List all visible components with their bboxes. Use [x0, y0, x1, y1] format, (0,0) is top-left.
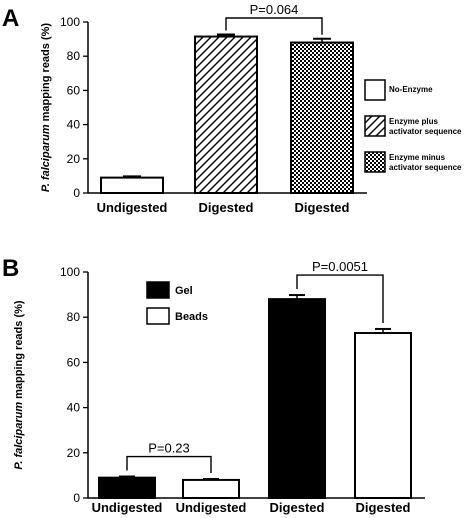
bar	[354, 332, 412, 499]
legend-swatch	[364, 79, 386, 101]
bar	[268, 298, 326, 499]
y-axis-label: P. falciparum mapping reads (%)	[13, 300, 25, 469]
bar	[100, 176, 164, 195]
category-label: Undigested	[97, 200, 168, 215]
panel-letter-a: A	[2, 5, 19, 32]
y-tick-label: 100	[60, 265, 80, 279]
legend-label: No-Enzyme	[389, 85, 433, 94]
legend-swatch	[146, 281, 170, 299]
y-tick-label: 0	[73, 491, 80, 505]
bar	[194, 35, 258, 194]
y-tick-label: 80	[67, 49, 81, 63]
y-tick-label: 40	[67, 118, 81, 132]
legend-swatch	[364, 115, 386, 137]
chart-panel-a: 0 20 40 60 80 100 P. falciparum mapping reads …	[40, 2, 462, 215]
significance-bracket	[225, 17, 323, 35]
category-label: Digested	[199, 200, 254, 215]
category-label: Digested	[295, 200, 350, 215]
legend-label: Enzyme plus activator sequence	[389, 117, 462, 136]
y-tick-label: 20	[67, 152, 81, 166]
y-tick-label: 80	[67, 310, 81, 324]
category-label: Undigested	[176, 500, 247, 515]
legend-label: Gel	[175, 285, 193, 297]
legend-swatch	[146, 307, 170, 325]
y-tick-label: 100	[60, 15, 80, 29]
bar	[182, 478, 240, 500]
panel-letter-b: B	[2, 255, 19, 282]
p-value-label: P=0.23	[148, 441, 190, 456]
chart-panel-b: 0 20 40 60 80 100 P. falciparum mapping reads …	[13, 259, 425, 515]
y-tick-label: 60	[67, 83, 81, 97]
y-tick-label: 20	[67, 446, 81, 460]
significance-bracket	[296, 274, 384, 323]
category-label: Digested	[356, 500, 411, 515]
legend-label: Beads	[175, 311, 208, 323]
y-tick-label: 40	[67, 401, 81, 415]
y-tick-label: 0	[73, 186, 80, 200]
y-axis-label: P. falciparum mapping reads (%)	[40, 23, 52, 192]
y-tick-label: 60	[67, 355, 81, 369]
bar	[98, 476, 156, 500]
legend-swatch	[364, 151, 386, 173]
legend-label: Enzyme minus activator sequence	[389, 153, 462, 172]
significance-bracket	[126, 455, 212, 474]
p-value-label: P=0.064	[250, 2, 299, 17]
category-label: Undigested	[92, 500, 163, 515]
bar	[290, 41, 354, 194]
category-label: Digested	[270, 500, 325, 515]
p-value-label: P=0.0051	[312, 259, 368, 274]
